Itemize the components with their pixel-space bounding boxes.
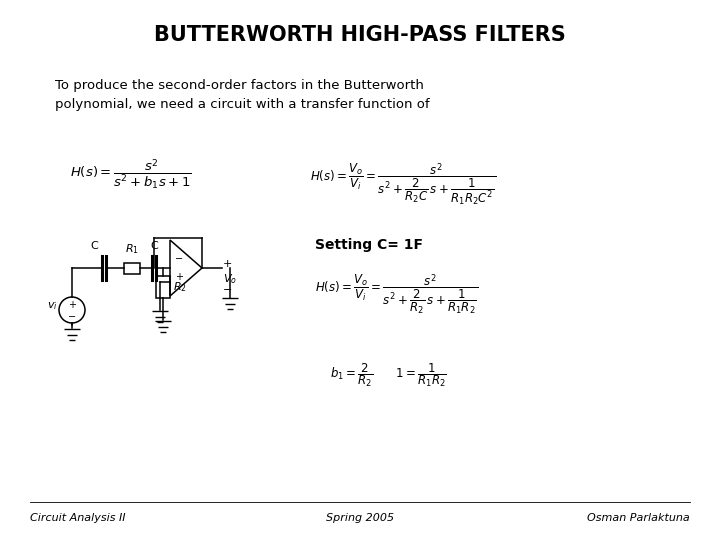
Text: To produce the second-order factors in the Butterworth
polynomial, we need a cir: To produce the second-order factors in t… — [55, 79, 430, 111]
Text: C: C — [90, 241, 98, 251]
Text: Setting C= 1F: Setting C= 1F — [315, 238, 423, 252]
Text: $H(s) = \dfrac{V_o}{V_i} = \dfrac{s^2}{s^2 + \dfrac{2}{R_2 C}\,s + \dfrac{1}{R_1: $H(s) = \dfrac{V_o}{V_i} = \dfrac{s^2}{s… — [310, 162, 496, 208]
Text: $R_2$: $R_2$ — [173, 280, 187, 294]
Text: $H(s) = \dfrac{s^2}{s^2 + b_1 s + 1}$: $H(s) = \dfrac{s^2}{s^2 + b_1 s + 1}$ — [70, 158, 192, 192]
Text: −: − — [223, 285, 233, 295]
Text: $H(s) = \dfrac{V_o}{V_i} = \dfrac{s^2}{s^2 + \dfrac{2}{R_2}\,s + \dfrac{1}{R_1 R: $H(s) = \dfrac{V_o}{V_i} = \dfrac{s^2}{s… — [315, 273, 478, 317]
Text: −: − — [175, 254, 183, 264]
Text: $V_o$: $V_o$ — [223, 272, 237, 286]
Text: C: C — [150, 241, 158, 251]
Text: $R_1$: $R_1$ — [125, 242, 139, 255]
Text: Osman Parlaktuna: Osman Parlaktuna — [588, 513, 690, 523]
Text: −: − — [68, 312, 76, 322]
Text: +: + — [175, 272, 183, 282]
Text: +: + — [223, 259, 233, 269]
Text: Circuit Analysis II: Circuit Analysis II — [30, 513, 125, 523]
Text: +: + — [68, 300, 76, 310]
Text: $v_i$: $v_i$ — [47, 300, 58, 312]
Text: Spring 2005: Spring 2005 — [326, 513, 394, 523]
Text: $b_1 = \dfrac{2}{R_2} \qquad 1 = \dfrac{1}{R_1 R_2}$: $b_1 = \dfrac{2}{R_2} \qquad 1 = \dfrac{… — [330, 361, 447, 389]
Text: BUTTERWORTH HIGH-PASS FILTERS: BUTTERWORTH HIGH-PASS FILTERS — [154, 25, 566, 45]
